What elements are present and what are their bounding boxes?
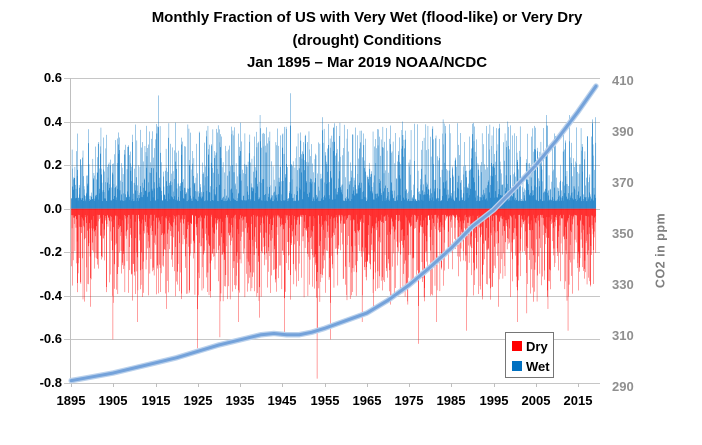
- x-tick-1955: 1955: [310, 393, 340, 408]
- chart-title-line3: Jan 1895 – Mar 2019 NOAA/NCDC: [246, 54, 488, 71]
- legend-item-wet: Wet: [512, 356, 553, 376]
- x-tick-1985: 1985: [436, 393, 466, 408]
- dry-swatch-icon: [512, 341, 522, 351]
- x-tick-2015: 2015: [563, 393, 593, 408]
- legend-label-wet: Wet: [526, 358, 550, 374]
- legend-item-dry: Dry: [512, 336, 553, 356]
- chart-title-line1: Monthly Fraction of US with Very Wet (fl…: [151, 9, 583, 26]
- chart-title: Monthly Fraction of US with Very Wet (fl…: [32, 7, 702, 75]
- y-left-tick-0.2: 0.2: [43, 157, 62, 172]
- x-tick-1995: 1995: [479, 393, 509, 408]
- x-tick-1905: 1905: [98, 393, 128, 408]
- y-left-tick-0.0: 0.0: [43, 201, 62, 216]
- x-tick-1935: 1935: [225, 393, 255, 408]
- y-right-tick-410: 410: [612, 73, 634, 88]
- y-left-tick--0.2: -0.2: [39, 244, 62, 259]
- x-tick-1945: 1945: [267, 393, 297, 408]
- legend: Dry Wet: [505, 332, 554, 378]
- x-tick-1915: 1915: [141, 393, 171, 408]
- y-left-tick-0.4: 0.4: [43, 114, 62, 129]
- chart-title-line2: (drought) Conditions: [292, 31, 442, 49]
- y-right-tick-390: 390: [612, 124, 634, 139]
- x-tick-1925: 1925: [183, 393, 213, 408]
- y-left-tick--0.4: -0.4: [39, 288, 62, 303]
- y-right-tick-290: 290: [612, 379, 634, 394]
- y-right-tick-310: 310: [612, 328, 634, 343]
- y-right-tick-370: 370: [612, 175, 634, 190]
- wet-swatch-icon: [512, 361, 522, 371]
- y-left-tick-0.6: 0.6: [43, 70, 62, 85]
- right-axis-title: CO2 in ppm: [653, 212, 668, 289]
- y-left-tick--0.6: -0.6: [39, 331, 62, 346]
- y-right-tick-330: 330: [612, 277, 634, 292]
- x-tick-2005: 2005: [521, 393, 551, 408]
- y-left-tick--0.8: -0.8: [39, 375, 62, 390]
- x-tick-1965: 1965: [352, 393, 382, 408]
- x-tick-1895: 1895: [56, 393, 86, 408]
- legend-label-dry: Dry: [526, 338, 548, 354]
- y-right-tick-350: 350: [612, 226, 634, 241]
- x-tick-1975: 1975: [394, 393, 424, 408]
